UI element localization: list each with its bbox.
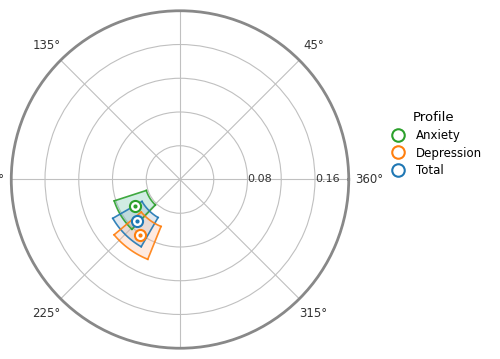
Text: 0.16: 0.16 — [315, 174, 340, 185]
Polygon shape — [114, 190, 156, 229]
Polygon shape — [113, 201, 158, 247]
Text: 0.08: 0.08 — [248, 174, 272, 185]
Polygon shape — [114, 212, 161, 259]
Legend: Anxiety, Depression, Total: Anxiety, Depression, Total — [382, 106, 486, 182]
